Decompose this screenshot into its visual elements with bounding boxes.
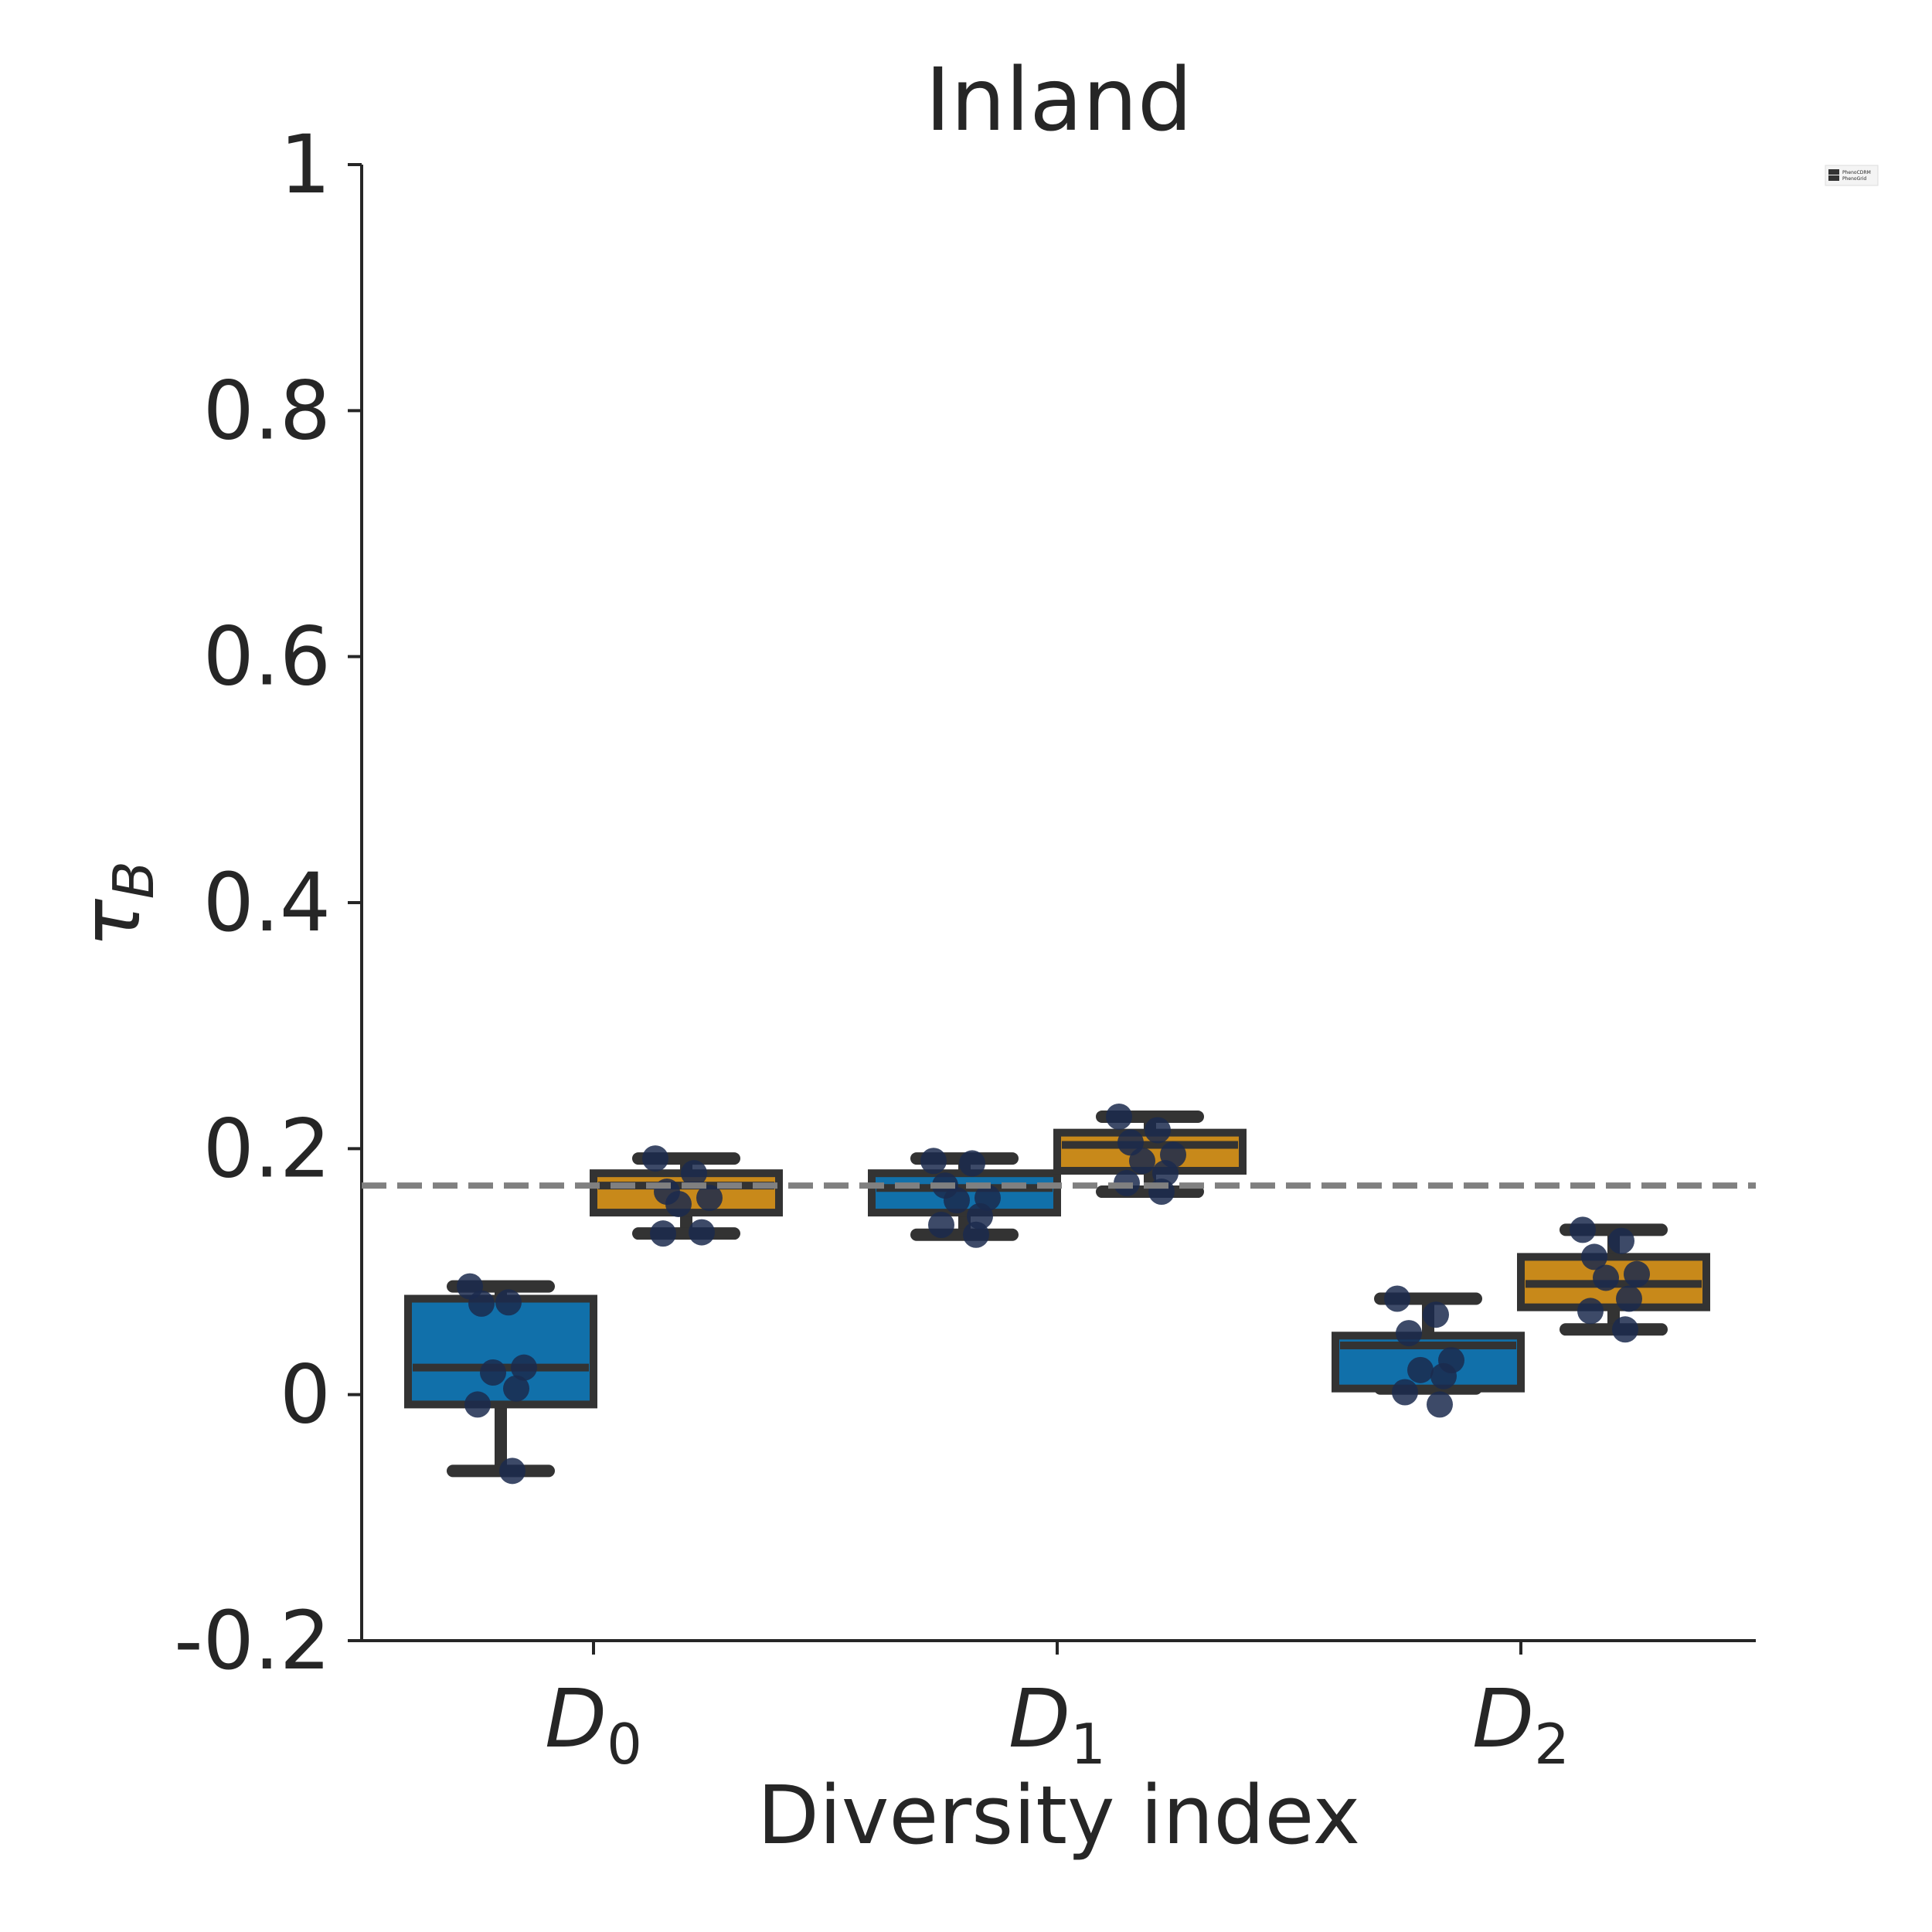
legend-entry-label: PhenoCDRM xyxy=(1842,170,1871,175)
data-point xyxy=(959,1150,985,1177)
x-tick-label: D2 xyxy=(1472,1672,1570,1777)
data-point xyxy=(1616,1285,1642,1312)
data-point xyxy=(511,1354,537,1381)
box-body xyxy=(404,1294,597,1409)
data-point xyxy=(1106,1103,1132,1130)
data-point xyxy=(681,1160,707,1187)
y-tick-label: 0.4 xyxy=(203,855,331,950)
data-point xyxy=(503,1375,529,1402)
legend-swatch xyxy=(1828,169,1839,175)
x-axis-label: Diversity index xyxy=(757,1768,1360,1862)
y-tick-label: -0.2 xyxy=(174,1594,331,1688)
data-point xyxy=(963,1221,989,1248)
x-tick-label: D0 xyxy=(545,1672,642,1777)
data-point xyxy=(920,1148,947,1175)
y-axis: -0.2 0 0.2 0.4 0.6 0.8 1 xyxy=(174,117,363,1688)
plot-area xyxy=(362,1103,1756,1485)
data-point xyxy=(468,1290,495,1317)
data-point xyxy=(1407,1356,1434,1383)
legend-swatch xyxy=(1828,175,1839,181)
data-point xyxy=(928,1212,954,1239)
data-point xyxy=(642,1145,668,1172)
data-point xyxy=(1427,1391,1453,1418)
data-point xyxy=(1392,1379,1418,1406)
box-0-2 xyxy=(1332,1292,1525,1395)
data-point xyxy=(1423,1301,1449,1328)
y-tick-label: 0.8 xyxy=(203,363,331,457)
chart-title: Inland xyxy=(925,50,1192,151)
y-tick-label: 0.6 xyxy=(203,610,331,704)
data-point xyxy=(1593,1264,1619,1291)
x-axis: D0 D1 D2 xyxy=(362,1639,1756,1777)
y-axis-label-subscript: B xyxy=(101,861,166,899)
data-point xyxy=(1129,1148,1155,1175)
data-point xyxy=(665,1190,692,1217)
y-tick-label: 1 xyxy=(280,117,331,212)
y-axis-label: τB xyxy=(64,861,166,947)
y-tick-label: 0.2 xyxy=(203,1101,331,1196)
data-point xyxy=(480,1359,506,1386)
data-point xyxy=(495,1289,522,1316)
data-point xyxy=(1384,1285,1410,1312)
data-point xyxy=(944,1187,970,1214)
data-point xyxy=(1396,1320,1422,1347)
data-point xyxy=(464,1391,491,1418)
data-point xyxy=(499,1458,526,1485)
legend-entry-label: PhenoGrid xyxy=(1842,176,1866,182)
data-point xyxy=(650,1220,676,1247)
y-axis-label-symbol: τ xyxy=(64,898,158,947)
data-point xyxy=(696,1185,723,1211)
data-point xyxy=(689,1219,715,1246)
data-point xyxy=(1624,1260,1650,1287)
data-point xyxy=(1581,1243,1607,1270)
data-point xyxy=(1612,1316,1638,1343)
y-tick-label: 0 xyxy=(280,1348,331,1442)
data-point xyxy=(1430,1362,1457,1389)
data-point xyxy=(1145,1117,1171,1144)
data-point xyxy=(1570,1216,1596,1243)
data-point xyxy=(1577,1298,1604,1325)
x-tick-label: D1 xyxy=(1009,1672,1106,1777)
data-point xyxy=(1608,1227,1634,1254)
